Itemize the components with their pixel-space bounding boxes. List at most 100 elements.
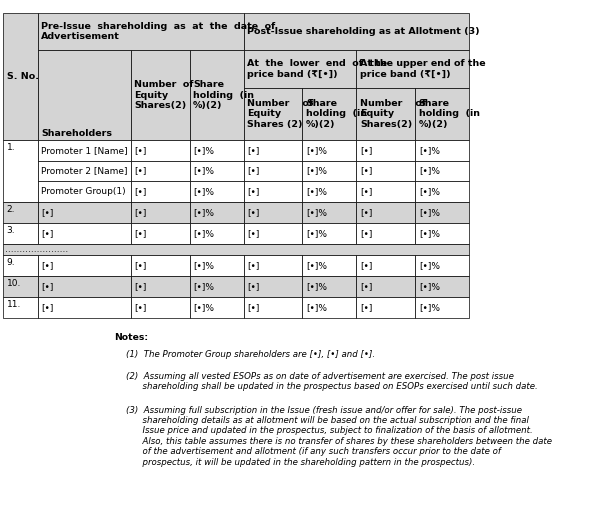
Text: [•]%: [•]%: [306, 229, 327, 238]
Text: 3.: 3.: [7, 226, 15, 235]
Bar: [415, 223, 469, 244]
Bar: [356, 140, 415, 161]
Text: [•]: [•]: [247, 261, 260, 270]
Text: [•]: [•]: [134, 261, 147, 270]
Text: [•]: [•]: [247, 229, 260, 238]
Bar: [38, 140, 131, 161]
Bar: [356, 202, 415, 223]
Text: (1)  The Promoter Group shareholders are [•], [•] and [•].: (1) The Promoter Group shareholders are …: [126, 350, 375, 359]
Text: Promoter Group(1): Promoter Group(1): [41, 187, 126, 197]
Text: [•]%: [•]%: [419, 261, 440, 270]
Bar: [302, 255, 356, 276]
Bar: [302, 88, 356, 140]
Text: [•]: [•]: [247, 187, 260, 197]
Text: [•]%: [•]%: [193, 187, 214, 197]
Text: [•]: [•]: [41, 303, 54, 312]
Text: Number    of
Equity
Shares(2): Number of Equity Shares(2): [360, 99, 426, 129]
Bar: [190, 202, 244, 223]
Bar: [38, 181, 131, 202]
Bar: [38, 161, 131, 181]
Bar: [244, 13, 469, 50]
Text: (3)  Assuming full subscription in the Issue (fresh issue and/or offer for sale): (3) Assuming full subscription in the Is…: [126, 406, 552, 466]
Text: At  the  lower  end  of  the
price band (₹[•]): At the lower end of the price band (₹[•]…: [247, 59, 388, 79]
Bar: [302, 161, 356, 181]
Text: [•]: [•]: [247, 282, 260, 291]
Bar: [3, 140, 38, 202]
Text: [•]%: [•]%: [306, 166, 327, 176]
Bar: [131, 140, 190, 161]
Text: S. No.: S. No.: [7, 72, 38, 81]
Bar: [190, 223, 244, 244]
Text: 10.: 10.: [7, 279, 21, 288]
Text: [•]: [•]: [41, 229, 54, 238]
Bar: [190, 297, 244, 318]
Bar: [38, 13, 244, 50]
Text: [•]: [•]: [360, 261, 373, 270]
Text: Share
holding  (in
%)(2): Share holding (in %)(2): [306, 99, 367, 129]
Bar: [190, 140, 244, 161]
Text: Promoter 2 [Name]: Promoter 2 [Name]: [41, 166, 128, 176]
Text: [•]: [•]: [41, 282, 54, 291]
Bar: [415, 255, 469, 276]
Text: [•]%: [•]%: [193, 303, 214, 312]
Text: [•]%: [•]%: [306, 282, 327, 291]
Bar: [131, 276, 190, 297]
Bar: [3, 244, 469, 255]
Text: [•]: [•]: [360, 282, 373, 291]
Text: [•]%: [•]%: [193, 261, 214, 270]
Bar: [131, 223, 190, 244]
Bar: [415, 276, 469, 297]
Text: [•]%: [•]%: [193, 166, 214, 176]
Bar: [302, 202, 356, 223]
Bar: [356, 50, 469, 88]
Text: Notes:: Notes:: [114, 333, 148, 342]
Text: 1.: 1.: [7, 143, 15, 152]
Bar: [38, 202, 131, 223]
Text: [•]%: [•]%: [419, 229, 440, 238]
Text: [•]%: [•]%: [193, 282, 214, 291]
Bar: [356, 161, 415, 181]
Text: Post-Issue shareholding as at Allotment (3): Post-Issue shareholding as at Allotment …: [247, 27, 480, 36]
Text: [•]: [•]: [360, 303, 373, 312]
Bar: [244, 255, 302, 276]
Text: [•]: [•]: [360, 146, 373, 155]
Bar: [190, 161, 244, 181]
Text: [•]: [•]: [41, 208, 54, 217]
Text: Share
holding  (in
%)(2): Share holding (in %)(2): [193, 80, 254, 110]
Text: [•]%: [•]%: [419, 282, 440, 291]
Bar: [131, 161, 190, 181]
Bar: [131, 202, 190, 223]
Bar: [356, 223, 415, 244]
Text: [•]: [•]: [247, 166, 260, 176]
Bar: [356, 297, 415, 318]
Bar: [3, 297, 38, 318]
Bar: [131, 181, 190, 202]
Text: [•]: [•]: [360, 208, 373, 217]
Bar: [244, 223, 302, 244]
Text: [•]%: [•]%: [193, 208, 214, 217]
Text: [•]: [•]: [134, 303, 147, 312]
Text: [•]: [•]: [41, 261, 54, 270]
Bar: [244, 297, 302, 318]
Bar: [415, 181, 469, 202]
Text: (2)  Assuming all vested ESOPs as on date of advertisement are exercised. The po: (2) Assuming all vested ESOPs as on date…: [126, 372, 538, 391]
Bar: [302, 276, 356, 297]
Text: [•]%: [•]%: [306, 303, 327, 312]
Bar: [190, 181, 244, 202]
Bar: [302, 181, 356, 202]
Bar: [131, 297, 190, 318]
Text: Number    of
Equity
Shares (2): Number of Equity Shares (2): [247, 99, 313, 129]
Text: ......................: ......................: [5, 245, 68, 254]
Text: [•]%: [•]%: [306, 261, 327, 270]
Bar: [356, 88, 415, 140]
Bar: [415, 161, 469, 181]
Bar: [244, 202, 302, 223]
Text: [•]%: [•]%: [306, 208, 327, 217]
Text: Promoter 1 [Name]: Promoter 1 [Name]: [41, 146, 128, 155]
Bar: [190, 50, 244, 140]
Bar: [38, 276, 131, 297]
Bar: [3, 13, 38, 140]
Bar: [356, 181, 415, 202]
Bar: [244, 161, 302, 181]
Bar: [3, 276, 38, 297]
